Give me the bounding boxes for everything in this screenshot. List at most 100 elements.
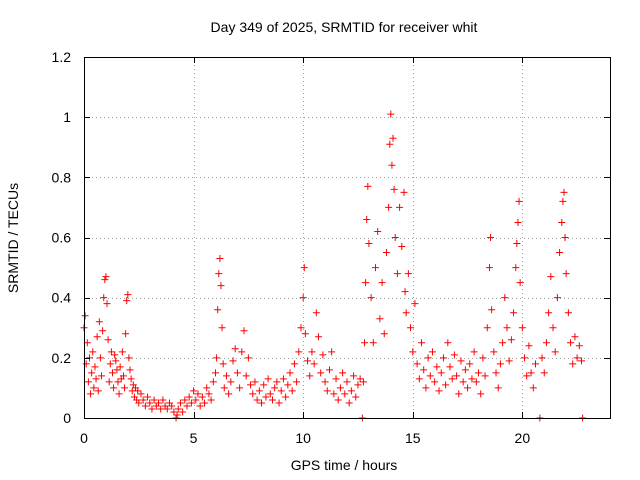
data-point xyxy=(107,348,115,356)
data-point xyxy=(317,369,325,377)
data-point xyxy=(336,384,344,392)
data-point xyxy=(231,345,239,353)
data-point xyxy=(216,255,224,263)
data-point xyxy=(288,387,296,395)
data-point xyxy=(361,339,369,347)
data-point xyxy=(549,324,557,332)
data-point xyxy=(244,354,252,362)
data-point xyxy=(112,357,120,365)
data-point xyxy=(415,375,423,383)
data-point xyxy=(407,324,415,332)
data-point xyxy=(87,390,95,398)
data-point xyxy=(95,318,103,326)
data-point xyxy=(400,188,408,196)
data-point xyxy=(527,369,535,377)
data-point xyxy=(247,381,255,389)
data-point xyxy=(426,372,434,380)
data-point xyxy=(325,366,333,374)
x-tick-label: 20 xyxy=(515,430,531,446)
data-point xyxy=(183,402,191,410)
data-point xyxy=(386,140,394,148)
data-point xyxy=(300,264,308,272)
data-point xyxy=(170,408,178,416)
data-point xyxy=(203,384,211,392)
data-point xyxy=(352,393,360,401)
data-point xyxy=(194,390,202,398)
data-point xyxy=(350,372,358,380)
x-tick-label: 15 xyxy=(405,430,421,446)
data-point xyxy=(380,330,388,338)
data-point xyxy=(176,399,184,407)
data-point xyxy=(93,333,101,341)
data-point xyxy=(391,234,399,241)
data-point xyxy=(578,357,586,365)
data-point xyxy=(446,363,454,371)
data-point xyxy=(387,110,395,118)
data-point xyxy=(98,372,106,380)
data-point xyxy=(475,369,482,377)
data-point xyxy=(499,339,507,347)
data-point xyxy=(229,357,237,365)
data-point xyxy=(470,348,478,356)
data-point xyxy=(477,390,485,398)
data-point xyxy=(192,396,200,404)
data-point xyxy=(364,182,372,190)
data-point xyxy=(116,363,124,371)
data-point xyxy=(562,270,570,278)
data-point xyxy=(492,369,500,377)
data-point xyxy=(181,396,189,404)
data-point xyxy=(173,411,181,419)
data-point xyxy=(523,372,531,380)
data-point xyxy=(378,279,386,287)
data-point xyxy=(185,393,193,401)
data-point xyxy=(512,264,520,272)
data-point xyxy=(148,405,156,413)
data-point xyxy=(485,264,493,272)
data-point xyxy=(442,381,450,389)
y-tick-label: 0.2 xyxy=(52,350,72,366)
data-point xyxy=(433,363,441,371)
data-point xyxy=(264,375,272,383)
data-point xyxy=(271,384,279,392)
data-point xyxy=(258,399,266,407)
data-point xyxy=(503,324,511,332)
data-point xyxy=(123,297,131,305)
data-point xyxy=(212,369,219,377)
data-point xyxy=(422,384,430,392)
data-point xyxy=(236,384,244,392)
data-point xyxy=(279,375,287,383)
data-point xyxy=(490,348,498,356)
data-point xyxy=(262,393,270,401)
data-point xyxy=(488,306,496,314)
data-point xyxy=(332,375,340,383)
data-point xyxy=(347,387,355,395)
data-point xyxy=(424,354,432,362)
data-point xyxy=(413,360,421,368)
data-point xyxy=(376,315,384,323)
data-point xyxy=(218,324,226,332)
data-point xyxy=(455,390,463,398)
data-point xyxy=(323,387,331,395)
data-point xyxy=(306,372,314,380)
data-point xyxy=(571,333,579,341)
data-point xyxy=(464,384,472,392)
data-point xyxy=(114,378,122,386)
data-point xyxy=(282,393,290,401)
data-point xyxy=(457,357,465,365)
data-point xyxy=(561,234,569,241)
data-point xyxy=(330,390,338,398)
data-point xyxy=(101,276,109,284)
data-point xyxy=(418,339,426,347)
chart-title: Day 349 of 2025, SRMTID for receiver whi… xyxy=(211,19,478,35)
data-point xyxy=(121,384,129,392)
data-point xyxy=(341,390,349,398)
data-point xyxy=(268,396,276,404)
data-point xyxy=(382,249,390,257)
data-point xyxy=(207,396,215,404)
data-point xyxy=(516,279,524,287)
data-point xyxy=(125,354,133,362)
data-point xyxy=(494,384,502,392)
data-point xyxy=(253,396,261,404)
